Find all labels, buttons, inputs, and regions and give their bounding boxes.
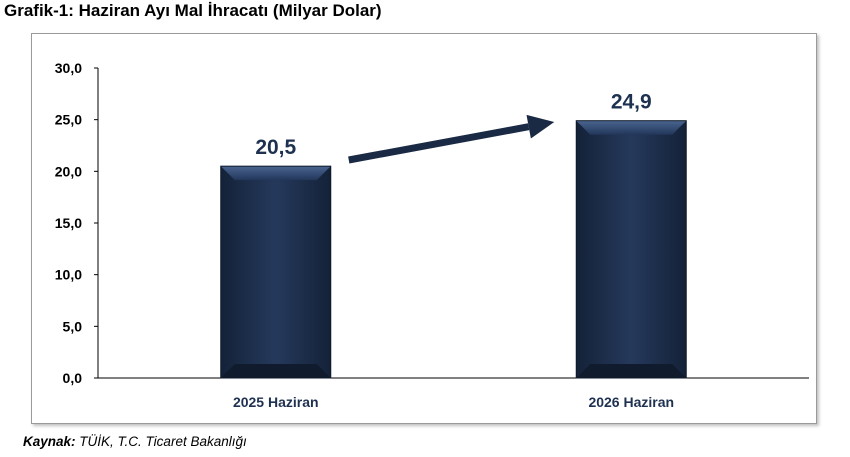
- source-label: Kaynak:: [23, 434, 76, 449]
- x-tick-label: 2025 Haziran: [233, 394, 319, 410]
- bar: [220, 165, 332, 379]
- bar-chart: 0,0 5,0 10,0 15,0 20,0 25,0 30,0 20,5 2025 Hazi…: [55, 60, 809, 410]
- bar: [575, 120, 687, 379]
- growth-arrow-head: [526, 114, 555, 139]
- chart-frame: 0,0 5,0 10,0 15,0 20,0 25,0 30,0 20,5 2025 Hazi…: [31, 33, 817, 424]
- y-tick-label: 10,0: [55, 267, 82, 283]
- data-label: 24,9: [611, 91, 652, 114]
- bar-body: [576, 120, 687, 378]
- y-tick-label: 5,0: [63, 318, 83, 334]
- bar-bevel-bottom: [576, 364, 687, 378]
- y-tick-label: 30,0: [55, 60, 82, 76]
- bar-outline: [220, 165, 332, 379]
- bar-outline: [575, 120, 687, 379]
- bar-bevel-bottom: [220, 364, 331, 378]
- source-note: Kaynak: TÜİK, T.C. Ticaret Bakanlığı: [23, 434, 247, 449]
- y-tick-label: 0,0: [63, 370, 83, 386]
- bar-bevel-top: [220, 166, 331, 181]
- y-tick-label: 25,0: [55, 112, 82, 128]
- bar-body: [220, 166, 331, 378]
- chart-title: Grafik-1: Haziran Ayı Mal İhracatı (Mily…: [4, 1, 382, 20]
- data-label: 20,5: [255, 136, 296, 159]
- y-tick-label: 20,0: [55, 163, 82, 179]
- source-text: TÜİK, T.C. Ticaret Bakanlığı: [79, 434, 247, 449]
- growth-arrow-shaft: [348, 123, 530, 164]
- x-tick-label: 2026 Haziran: [588, 394, 674, 410]
- y-tick-label: 15,0: [55, 215, 82, 231]
- bar-bevel-top: [576, 120, 687, 135]
